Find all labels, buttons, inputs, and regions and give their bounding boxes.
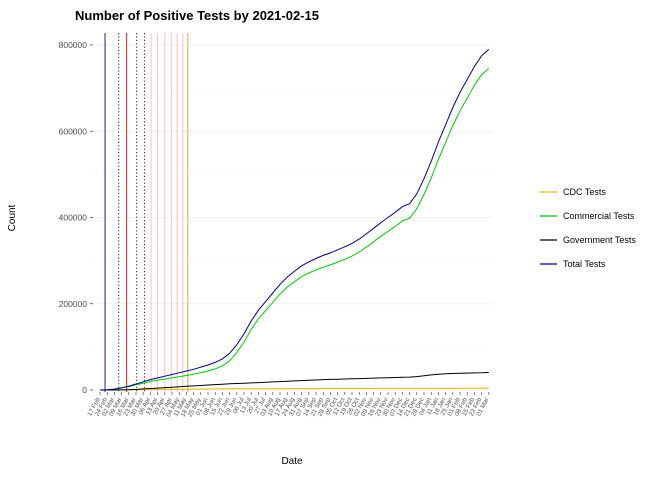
x-axis-title: Date: [281, 456, 303, 467]
series-lines: [99, 48, 490, 391]
y-tick-label: 800000: [59, 40, 88, 50]
y-tick-label: 0: [82, 385, 87, 395]
series-line-cdc-tests: [100, 387, 489, 391]
event-vlines: [104, 33, 189, 392]
legend-label: Total Tests: [563, 259, 606, 269]
y-axis-title: Count: [7, 204, 18, 231]
gridlines: [93, 44, 493, 391]
chart-title: Number of Positive Tests by 2021-02-15: [75, 8, 319, 23]
y-tick-label: 400000: [59, 213, 88, 223]
legend-label: Commercial Tests: [563, 211, 635, 221]
y-tick-label: 600000: [59, 126, 88, 136]
legend-label: Government Tests: [563, 235, 636, 245]
y-tick-label: 200000: [59, 299, 88, 309]
series-line-government-tests: [100, 372, 489, 391]
legend: CDC Tests Commercial Tests Government Test…: [540, 187, 636, 269]
series-line-commercial-tests: [99, 68, 490, 391]
legend-label: CDC Tests: [563, 187, 606, 197]
series-line-total-tests: [99, 48, 490, 391]
